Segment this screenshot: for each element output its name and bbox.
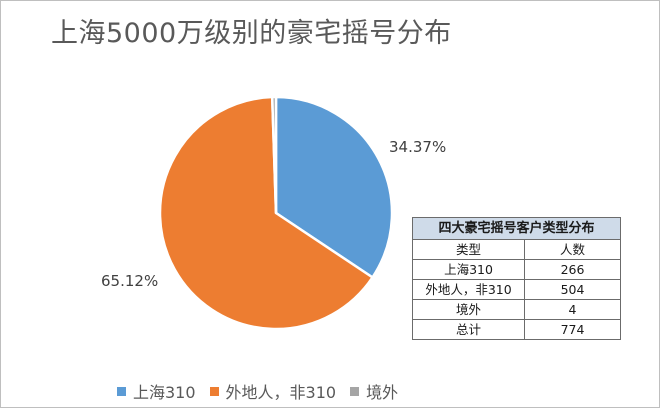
pie-chart: 34.37% 65.12% xyxy=(101,95,446,331)
legend-label: 境外 xyxy=(366,383,399,402)
table-row: 外地人，非310 504 xyxy=(412,279,622,300)
legend-swatch-jingwai xyxy=(350,386,360,396)
table-cell-count: 266 xyxy=(523,259,622,280)
table-header-type: 类型 xyxy=(412,239,525,260)
legend-label: 上海310 xyxy=(133,383,196,402)
table-cell-count: 774 xyxy=(523,319,622,340)
table-cell-count: 504 xyxy=(523,279,622,300)
legend-item-jingwai: 境外 xyxy=(350,379,398,403)
legend-swatch-waidi xyxy=(209,386,219,396)
table-cell-type: 总计 xyxy=(412,319,525,340)
table-header-count: 人数 xyxy=(523,239,622,260)
table-cell-type: 外地人，非310 xyxy=(412,279,525,300)
chart-title: 上海5000万级别的豪宅摇号分布 xyxy=(51,18,452,49)
table-cell-type: 上海310 xyxy=(412,259,525,280)
table-row: 境外 4 xyxy=(412,299,622,320)
table-cell-type: 境外 xyxy=(412,299,525,320)
table-caption-row: 四大豪宅摇号客户类型分布 xyxy=(411,217,622,240)
table-header-row: 类型 人数 xyxy=(412,239,622,260)
table-row: 上海310 266 xyxy=(412,259,622,280)
chart-legend: 上海310 外地人，非310 境外 xyxy=(117,379,412,403)
pie-slice-waidi xyxy=(158,95,374,331)
pie-data-label-waidi: 65.12% xyxy=(101,272,158,290)
legend-item-shanghai: 上海310 xyxy=(117,379,196,403)
pie-slice-jingwai xyxy=(270,95,278,215)
legend-label: 外地人，非310 xyxy=(225,383,337,402)
legend-swatch-shanghai xyxy=(117,386,126,396)
table-caption: 四大豪宅摇号客户类型分布 xyxy=(411,217,622,240)
stats-table: 四大豪宅摇号客户类型分布 类型 人数 上海310 266 外地人，非310 50… xyxy=(411,217,622,340)
pie-data-label-shanghai: 34.37% xyxy=(389,138,446,156)
table-cell-count: 4 xyxy=(523,299,622,320)
legend-item-waidi: 外地人，非310 xyxy=(209,379,337,403)
table-row: 总计 774 xyxy=(412,319,622,340)
